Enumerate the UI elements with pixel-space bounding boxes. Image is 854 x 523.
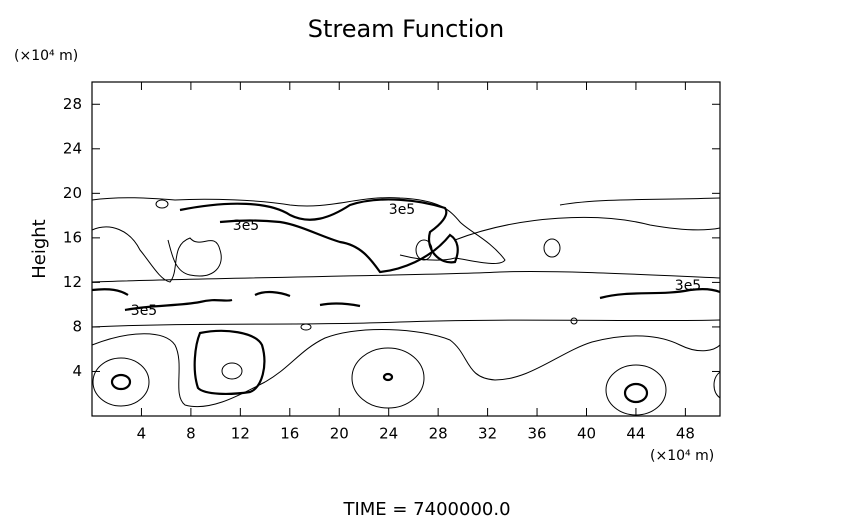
x-tick-label: 40 [577,425,596,443]
x-tick-label: 28 [429,425,448,443]
y-unit: (×10⁴ m) [14,48,78,64]
contour-label: 3e5 [131,303,157,319]
x-unit: (×10⁴ m) [650,448,714,464]
x-tick-label: 44 [626,425,645,443]
y-tick-label: 16 [63,228,82,246]
footer: TIME = 7400000.0 [342,499,510,519]
x-tick-label: 12 [231,425,250,443]
x-tick-label: 4 [137,425,147,443]
contour-label: 3e5 [389,202,415,218]
y-tick-label: 4 [72,362,82,380]
contours [91,197,721,416]
x-tick-label: 20 [330,425,349,443]
y-tick-label: 8 [72,317,82,335]
y-tick-label: 20 [63,184,82,202]
chart-title: Stream Function [308,15,505,43]
y-axis-label: Height [29,219,50,279]
x-tick-label: 48 [676,425,695,443]
plot-frame [91,81,721,417]
x-tick-label: 16 [280,425,299,443]
y-tick-label: 24 [63,139,82,157]
x-tick-label: 32 [478,425,497,443]
x-tick-label: 36 [527,425,546,443]
x-tick-label: 24 [379,425,398,443]
contour-label: 3e5 [233,218,259,234]
y-tick-label: 12 [63,273,82,291]
x-tick-label: 8 [186,425,196,443]
contour-label: 3e5 [675,278,701,294]
y-tick-label: 28 [63,95,82,113]
